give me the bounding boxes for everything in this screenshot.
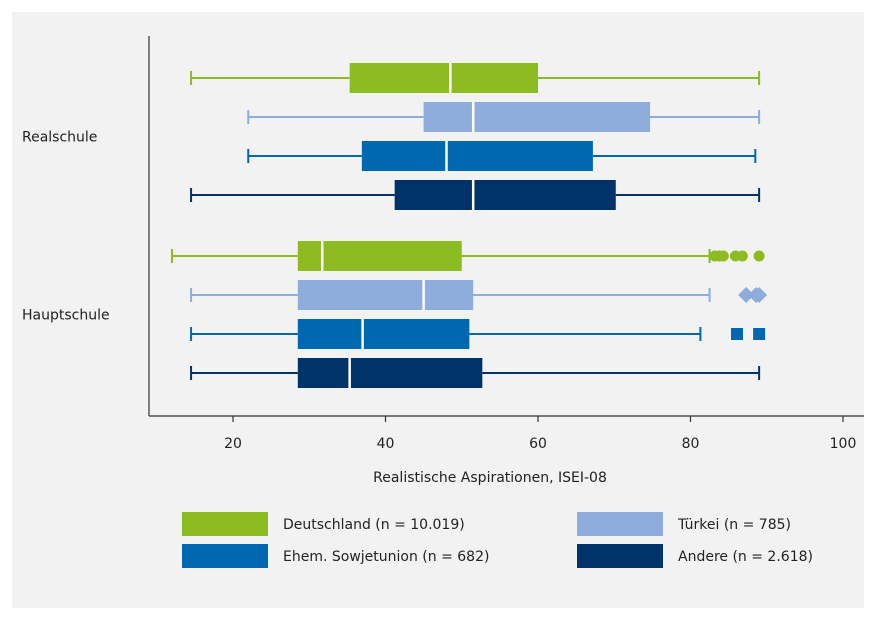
x-tick-label: 40	[377, 436, 395, 452]
legend-label: Türkei (n = 785)	[677, 517, 791, 533]
chart-panel: 20 40 60 80 100 Realschule Hauptschule Realis…	[12, 12, 864, 608]
x-tick-label: 20	[224, 436, 242, 452]
iqr-box	[297, 358, 483, 388]
x-tick-label: 100	[830, 436, 857, 452]
box-hauptschule-deutschland	[171, 241, 765, 271]
legend-label: Andere (n = 2.618)	[678, 549, 813, 565]
box-realschule-andere	[190, 180, 761, 210]
outlier-point	[738, 287, 755, 303]
outlier-point	[736, 250, 748, 262]
box-hauptschule-andere	[190, 358, 761, 388]
x-axis-title: Realistische Aspirationen, ISEI-08	[373, 470, 607, 486]
category-label: Realschule	[22, 130, 97, 146]
legend-swatch	[577, 544, 663, 568]
axes	[148, 36, 864, 417]
iqr-box	[394, 180, 616, 210]
legend-swatch	[182, 512, 268, 536]
category-label: Hauptschule	[22, 308, 110, 324]
outlier-point	[753, 328, 766, 340]
boxes	[171, 63, 768, 388]
legend-label: Deutschland (n = 10.019)	[283, 517, 465, 533]
iqr-box	[297, 280, 474, 310]
box-realschule-tuerkei	[247, 102, 761, 132]
outlier-point	[731, 328, 744, 340]
legend-swatch	[577, 512, 663, 536]
box-realschule-sowjet	[247, 141, 757, 171]
category-labels: Realschule Hauptschule	[22, 130, 110, 324]
outlier-point	[717, 250, 729, 262]
legend-item-deutschland: Deutschland (n = 10.019)	[182, 512, 465, 536]
legend-item-andere: Andere (n = 2.618)	[577, 544, 813, 568]
legend-label: Ehem. Sowjetunion (n = 682)	[283, 549, 489, 565]
legend: Deutschland (n = 10.019) Türkei (n = 785)…	[182, 512, 813, 568]
legend-item-sowjet: Ehem. Sowjetunion (n = 682)	[182, 544, 489, 568]
iqr-box	[349, 63, 538, 93]
outlier-point	[751, 287, 768, 303]
iqr-box	[297, 241, 462, 271]
box-realschule-deutschland	[190, 63, 761, 93]
iqr-box	[423, 102, 651, 132]
x-ticks: 20 40 60 80 100	[224, 416, 856, 452]
legend-item-tuerkei: Türkei (n = 785)	[577, 512, 791, 536]
iqr-box	[297, 319, 470, 349]
box-hauptschule-sowjet	[190, 319, 766, 349]
boxplot-chart: 20 40 60 80 100 Realschule Hauptschule Realis…	[22, 36, 864, 568]
iqr-box	[361, 141, 593, 171]
outlier-point	[753, 250, 765, 262]
box-hauptschule-tuerkei	[190, 280, 768, 310]
x-tick-label: 80	[682, 436, 700, 452]
x-tick-label: 60	[529, 436, 547, 452]
legend-swatch	[182, 544, 268, 568]
